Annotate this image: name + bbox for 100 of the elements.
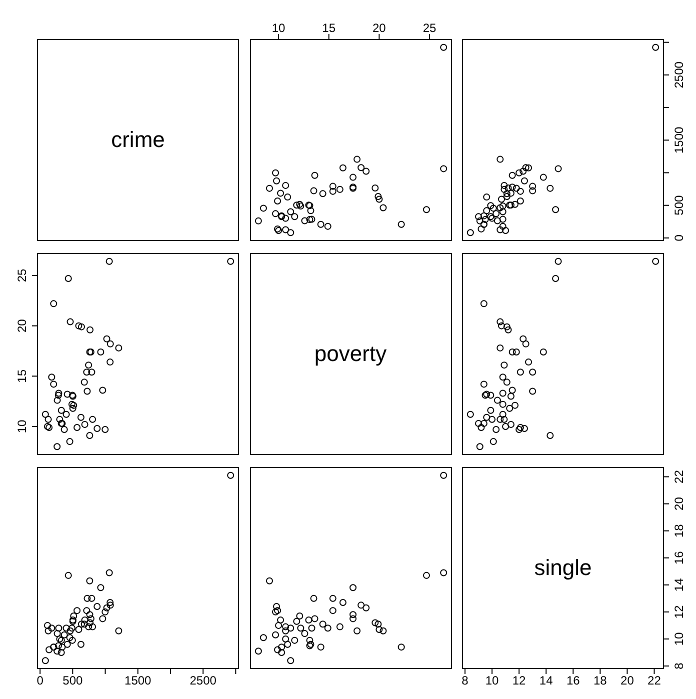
- point: [503, 193, 510, 200]
- point: [475, 213, 482, 220]
- point: [94, 603, 101, 610]
- point: [362, 604, 370, 612]
- point: [520, 424, 528, 432]
- point: [42, 657, 49, 664]
- point: [525, 358, 532, 366]
- point: [284, 194, 291, 201]
- point: [499, 410, 506, 418]
- point: [336, 186, 343, 193]
- point: [508, 172, 516, 179]
- point: [286, 657, 294, 664]
- point: [77, 414, 84, 421]
- point: [54, 642, 62, 650]
- point: [282, 182, 289, 189]
- point: [46, 646, 53, 654]
- point: [652, 44, 660, 51]
- x-tick-label: 15: [322, 21, 336, 35]
- point: [349, 611, 356, 618]
- point: [115, 344, 122, 352]
- point: [274, 225, 281, 232]
- point: [81, 616, 88, 624]
- point: [102, 426, 109, 433]
- point: [540, 348, 547, 356]
- point: [64, 390, 71, 398]
- point: [103, 604, 110, 612]
- point: [375, 626, 382, 634]
- point: [525, 164, 532, 172]
- point: [310, 172, 318, 179]
- point: [520, 168, 527, 175]
- point: [274, 607, 281, 614]
- point: [496, 416, 504, 423]
- point: [496, 226, 504, 234]
- point: [55, 624, 62, 632]
- point: [64, 275, 72, 282]
- point: [422, 206, 430, 214]
- point: [81, 420, 88, 428]
- point: [487, 202, 494, 210]
- point: [60, 631, 68, 638]
- point: [353, 627, 360, 634]
- point: [272, 210, 279, 218]
- point: [300, 217, 308, 224]
- point: [99, 615, 106, 622]
- point: [272, 177, 280, 184]
- point: [480, 380, 488, 388]
- point: [44, 422, 51, 430]
- point: [282, 623, 289, 630]
- y-tick-label: 10: [15, 419, 29, 434]
- point: [106, 598, 114, 606]
- x-tick-label: 0: [36, 674, 44, 688]
- point: [86, 326, 94, 334]
- point: [227, 472, 234, 479]
- point: [54, 443, 61, 450]
- x-tick-label: 2500: [190, 674, 217, 688]
- point: [522, 164, 530, 172]
- point: [304, 616, 312, 624]
- point: [529, 182, 536, 190]
- point: [284, 640, 291, 648]
- point: [308, 216, 315, 223]
- point: [296, 200, 303, 208]
- point: [42, 410, 49, 418]
- point: [70, 612, 78, 620]
- point: [86, 611, 94, 618]
- point: [259, 634, 266, 642]
- point: [272, 169, 279, 176]
- point: [300, 630, 308, 638]
- point: [58, 644, 66, 651]
- point: [499, 374, 506, 381]
- point: [338, 164, 346, 172]
- point: [86, 619, 94, 626]
- point: [546, 432, 554, 440]
- point: [282, 627, 289, 634]
- point: [512, 348, 520, 356]
- point: [316, 644, 324, 651]
- point: [55, 390, 62, 397]
- point: [328, 182, 336, 190]
- point: [496, 344, 504, 352]
- point: [498, 322, 505, 330]
- point: [349, 174, 356, 181]
- point: [254, 217, 262, 224]
- y-tick-label: 15: [15, 369, 29, 383]
- point: [60, 426, 68, 433]
- point: [503, 323, 510, 330]
- point: [97, 348, 104, 356]
- point: [64, 572, 72, 579]
- point: [318, 190, 326, 198]
- point: [274, 646, 281, 654]
- point: [324, 624, 331, 632]
- x-tick-label: 20: [372, 21, 386, 35]
- point: [494, 396, 501, 404]
- point: [102, 608, 109, 616]
- point: [44, 627, 52, 634]
- point: [115, 627, 122, 634]
- point: [286, 229, 294, 236]
- point: [480, 212, 488, 220]
- point: [282, 226, 289, 234]
- point: [48, 624, 56, 632]
- point: [99, 386, 106, 394]
- point: [94, 424, 101, 432]
- point: [68, 400, 76, 408]
